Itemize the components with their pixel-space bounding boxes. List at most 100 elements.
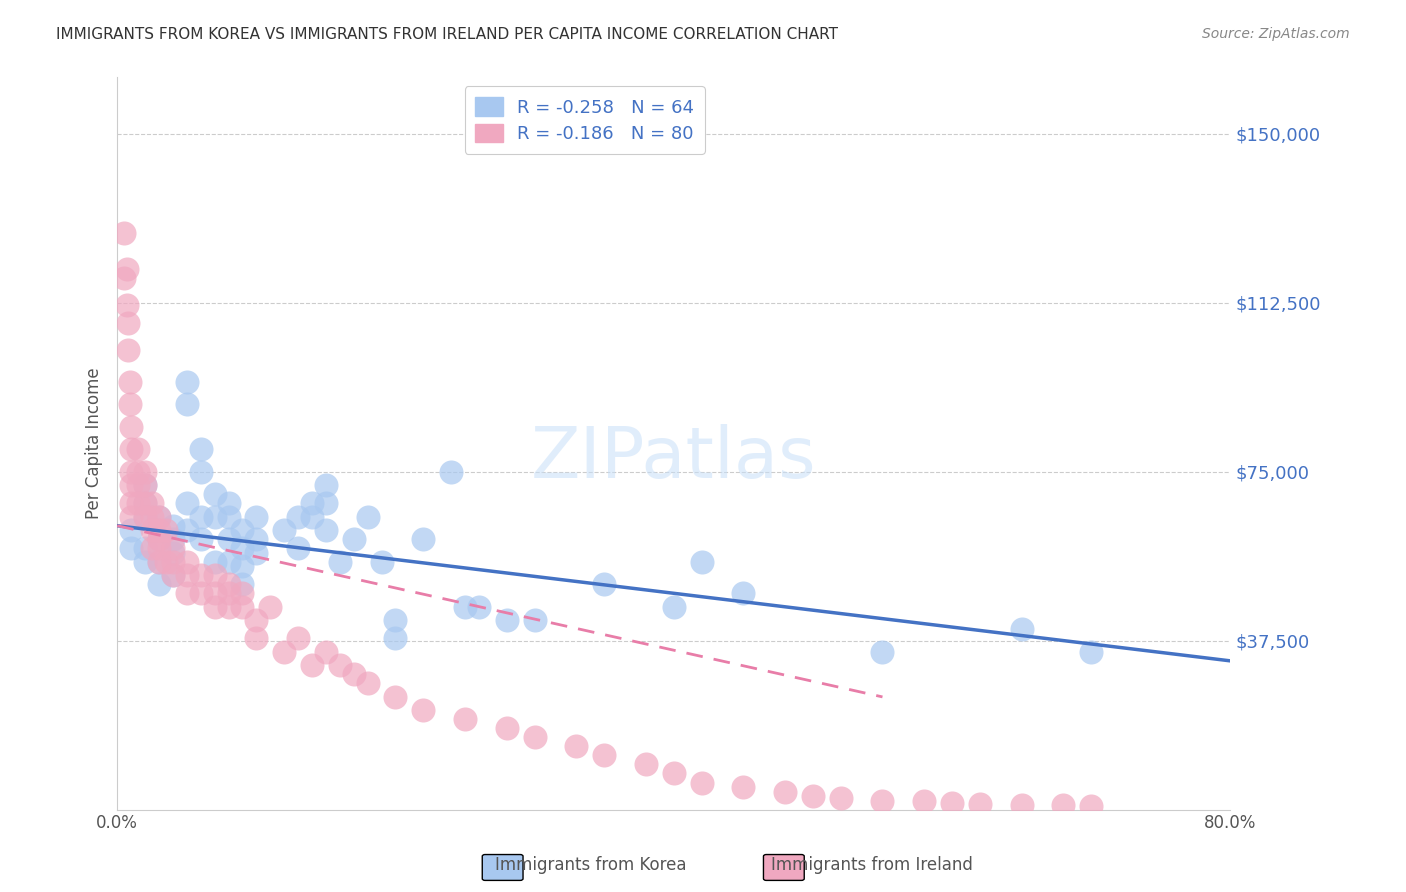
Point bbox=[118, 375, 141, 389]
Point bbox=[690, 555, 713, 569]
Point bbox=[204, 487, 226, 501]
Point bbox=[218, 599, 240, 614]
Point bbox=[148, 533, 170, 547]
Point bbox=[117, 343, 139, 357]
Text: ZIPatlas: ZIPatlas bbox=[531, 424, 817, 492]
Point bbox=[148, 509, 170, 524]
Point bbox=[231, 541, 253, 556]
Point bbox=[162, 533, 184, 547]
Point bbox=[231, 577, 253, 591]
Point bbox=[412, 533, 434, 547]
Point bbox=[134, 541, 156, 556]
Point bbox=[118, 397, 141, 411]
Point bbox=[343, 667, 366, 681]
Point bbox=[127, 478, 149, 492]
Point bbox=[120, 541, 142, 556]
Point bbox=[148, 555, 170, 569]
Point bbox=[343, 533, 366, 547]
Point bbox=[127, 496, 149, 510]
Point bbox=[176, 523, 198, 537]
Point bbox=[162, 555, 184, 569]
Point bbox=[231, 599, 253, 614]
Point bbox=[134, 478, 156, 492]
Point bbox=[773, 784, 796, 798]
Point bbox=[454, 713, 477, 727]
Point bbox=[941, 796, 963, 810]
Point bbox=[801, 789, 824, 803]
Point bbox=[301, 496, 323, 510]
Point bbox=[120, 419, 142, 434]
Point bbox=[127, 465, 149, 479]
Point bbox=[204, 509, 226, 524]
Point bbox=[155, 555, 177, 569]
Point bbox=[190, 509, 212, 524]
Point bbox=[190, 442, 212, 456]
Point bbox=[162, 541, 184, 556]
Point bbox=[1080, 645, 1102, 659]
Point bbox=[245, 509, 267, 524]
Point bbox=[593, 577, 616, 591]
Point bbox=[218, 533, 240, 547]
Y-axis label: Per Capita Income: Per Capita Income bbox=[86, 368, 103, 519]
Point bbox=[134, 496, 156, 510]
Point bbox=[690, 775, 713, 789]
Point bbox=[245, 533, 267, 547]
Point bbox=[273, 523, 295, 537]
Point bbox=[440, 465, 463, 479]
Point bbox=[593, 748, 616, 763]
Point bbox=[162, 568, 184, 582]
Point bbox=[176, 568, 198, 582]
Point bbox=[120, 478, 142, 492]
Point bbox=[565, 739, 588, 754]
Point bbox=[148, 523, 170, 537]
Point bbox=[127, 442, 149, 456]
Text: IMMIGRANTS FROM KOREA VS IMMIGRANTS FROM IRELAND PER CAPITA INCOME CORRELATION C: IMMIGRANTS FROM KOREA VS IMMIGRANTS FROM… bbox=[56, 27, 838, 42]
Point bbox=[384, 690, 406, 704]
Point bbox=[259, 599, 281, 614]
Point bbox=[384, 632, 406, 646]
Point bbox=[523, 613, 546, 627]
Point bbox=[120, 465, 142, 479]
Point bbox=[162, 518, 184, 533]
Point bbox=[245, 546, 267, 560]
Point bbox=[141, 496, 163, 510]
Point bbox=[190, 586, 212, 600]
Text: Immigrants from Ireland: Immigrants from Ireland bbox=[770, 856, 973, 874]
Point bbox=[495, 722, 517, 736]
Point bbox=[969, 797, 991, 811]
Point bbox=[301, 509, 323, 524]
Point bbox=[523, 731, 546, 745]
Point bbox=[190, 533, 212, 547]
Point bbox=[141, 509, 163, 524]
Point bbox=[120, 442, 142, 456]
Point bbox=[218, 577, 240, 591]
Point bbox=[231, 586, 253, 600]
Point bbox=[454, 599, 477, 614]
Point bbox=[412, 703, 434, 717]
Point bbox=[148, 555, 170, 569]
Point bbox=[1011, 798, 1033, 813]
Point bbox=[204, 586, 226, 600]
Point bbox=[218, 586, 240, 600]
Point bbox=[134, 555, 156, 569]
Point bbox=[176, 397, 198, 411]
Text: Source: ZipAtlas.com: Source: ZipAtlas.com bbox=[1202, 27, 1350, 41]
Point bbox=[468, 599, 491, 614]
Point bbox=[301, 658, 323, 673]
Point bbox=[115, 261, 138, 276]
Point bbox=[872, 645, 894, 659]
Point bbox=[287, 632, 309, 646]
Point bbox=[204, 599, 226, 614]
Point bbox=[287, 509, 309, 524]
Point bbox=[120, 509, 142, 524]
Point bbox=[733, 780, 755, 794]
Point bbox=[134, 478, 156, 492]
Point bbox=[315, 496, 337, 510]
Point bbox=[912, 794, 935, 808]
Point bbox=[384, 613, 406, 627]
Point bbox=[495, 613, 517, 627]
Point bbox=[141, 541, 163, 556]
Point bbox=[287, 541, 309, 556]
Point bbox=[329, 555, 352, 569]
Text: Immigrants from Korea: Immigrants from Korea bbox=[495, 856, 686, 874]
